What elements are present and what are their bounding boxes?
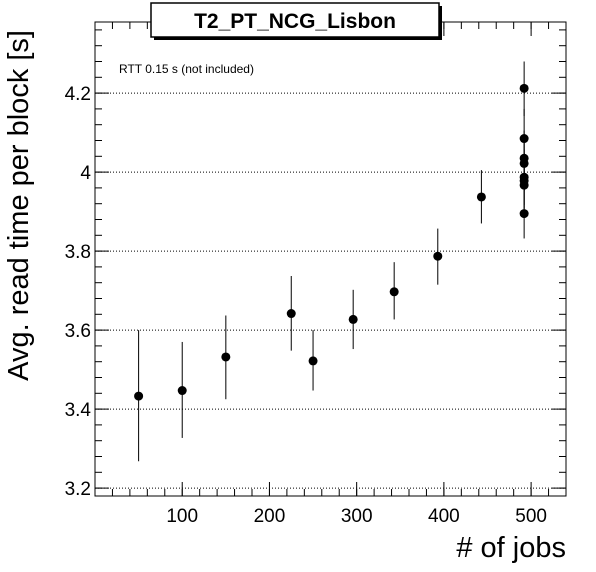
data-point bbox=[519, 83, 529, 93]
title-box-frame bbox=[150, 2, 440, 38]
data-point bbox=[389, 287, 399, 297]
data-points bbox=[134, 83, 529, 401]
y-tick-label: 3.2 bbox=[65, 479, 91, 500]
x-tick-labels: 100 200 300 400 500 bbox=[166, 506, 547, 527]
x-tick-label: 300 bbox=[341, 506, 373, 527]
x-tick-label: 400 bbox=[428, 506, 460, 527]
x-tick-label: 100 bbox=[166, 506, 198, 527]
data-point bbox=[348, 314, 358, 324]
y-tick-label: 4.2 bbox=[65, 84, 91, 105]
data-point bbox=[308, 356, 318, 366]
data-point bbox=[519, 158, 529, 168]
axis-ticks bbox=[94, 22, 567, 496]
data-point bbox=[134, 391, 144, 401]
x-tick-label: 200 bbox=[254, 506, 286, 527]
x-axis-title: # of jobs bbox=[456, 532, 566, 564]
data-point bbox=[433, 251, 443, 261]
chart-title: T2_PT_NCG_Lisbon bbox=[194, 10, 396, 33]
y-tick-labels: 3.2 3.4 3.6 3.8 4 4.2 bbox=[65, 84, 92, 500]
data-point bbox=[476, 192, 486, 202]
data-point bbox=[221, 352, 231, 362]
data-point bbox=[519, 209, 529, 219]
y-tick-label: 3.4 bbox=[65, 400, 92, 421]
data-point bbox=[519, 180, 529, 190]
annotation-rtt: RTT 0.15 s (not included) bbox=[119, 62, 254, 76]
data-point bbox=[177, 386, 187, 396]
y-axis-title: Avg. read time per block [s] bbox=[3, 30, 35, 381]
data-point bbox=[519, 134, 529, 144]
y-tick-label: 3.6 bbox=[65, 321, 91, 342]
data-point bbox=[286, 309, 296, 319]
grid-lines bbox=[95, 92, 566, 489]
title-box: T2_PT_NCG_Lisbon bbox=[150, 2, 442, 40]
x-tick-label: 500 bbox=[515, 506, 547, 527]
y-tick-label: 3.8 bbox=[65, 242, 91, 263]
y-tick-label: 4 bbox=[80, 163, 91, 184]
